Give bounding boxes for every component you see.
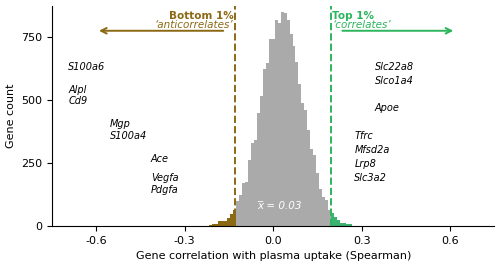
- X-axis label: Gene correlation with plasma uptake (Spearman): Gene correlation with plasma uptake (Spe…: [136, 252, 411, 261]
- Bar: [248, 160, 251, 226]
- Bar: [263, 69, 266, 226]
- Bar: [302, 103, 304, 226]
- Bar: [322, 197, 325, 226]
- Bar: [310, 149, 314, 226]
- Bar: [298, 84, 302, 226]
- Bar: [268, 39, 272, 226]
- Bar: [216, 224, 218, 226]
- Bar: [284, 13, 286, 226]
- Text: ‘anticorrelates’: ‘anticorrelates’: [155, 20, 234, 30]
- Text: Slco1a4: Slco1a4: [375, 76, 414, 86]
- Text: Bottom 1%: Bottom 1%: [168, 11, 234, 21]
- Bar: [254, 140, 257, 226]
- Bar: [245, 182, 248, 226]
- Bar: [236, 202, 239, 226]
- Bar: [349, 224, 352, 226]
- Bar: [230, 214, 233, 226]
- Bar: [227, 218, 230, 226]
- Text: Lrp8: Lrp8: [354, 159, 376, 169]
- Bar: [274, 20, 278, 226]
- Bar: [290, 34, 292, 226]
- Bar: [242, 183, 245, 226]
- Bar: [346, 224, 349, 226]
- Text: Slc22a8: Slc22a8: [375, 62, 414, 72]
- Bar: [221, 221, 224, 226]
- Bar: [331, 213, 334, 226]
- Bar: [337, 220, 340, 226]
- Bar: [272, 39, 274, 226]
- Text: S100a4: S100a4: [110, 131, 146, 141]
- Text: Vegfa: Vegfa: [151, 173, 178, 183]
- Bar: [286, 20, 290, 226]
- Bar: [210, 225, 212, 226]
- Text: Top 1%: Top 1%: [332, 11, 374, 21]
- Bar: [251, 143, 254, 226]
- Text: Ace: Ace: [151, 154, 169, 164]
- Bar: [239, 195, 242, 226]
- Text: Pdgfa: Pdgfa: [151, 185, 178, 195]
- Bar: [257, 113, 260, 226]
- Text: Apoe: Apoe: [375, 103, 400, 113]
- Bar: [260, 96, 263, 226]
- Bar: [280, 12, 283, 226]
- Text: Mfsd2a: Mfsd2a: [354, 145, 390, 155]
- Text: Alpl: Alpl: [68, 85, 86, 95]
- Text: x̅ = 0.03: x̅ = 0.03: [257, 201, 302, 211]
- Bar: [224, 221, 227, 226]
- Bar: [212, 224, 216, 226]
- Text: Cd9: Cd9: [68, 96, 87, 106]
- Bar: [314, 155, 316, 226]
- Bar: [304, 110, 308, 226]
- Bar: [334, 217, 337, 226]
- Bar: [218, 221, 221, 226]
- Bar: [340, 223, 343, 226]
- Bar: [328, 210, 331, 226]
- Bar: [319, 189, 322, 226]
- Bar: [233, 210, 236, 226]
- Text: ‘correlates’: ‘correlates’: [332, 20, 391, 30]
- Text: S100a6: S100a6: [68, 62, 106, 72]
- Bar: [316, 173, 319, 226]
- Y-axis label: Gene count: Gene count: [6, 84, 16, 148]
- Bar: [278, 23, 280, 226]
- Bar: [325, 200, 328, 226]
- Bar: [308, 130, 310, 226]
- Text: Mgp: Mgp: [110, 119, 130, 129]
- Bar: [292, 46, 296, 226]
- Bar: [266, 63, 269, 226]
- Bar: [343, 223, 346, 226]
- Text: Slc3a2: Slc3a2: [354, 172, 387, 183]
- Text: Tfrc: Tfrc: [354, 131, 373, 141]
- Bar: [296, 62, 298, 226]
